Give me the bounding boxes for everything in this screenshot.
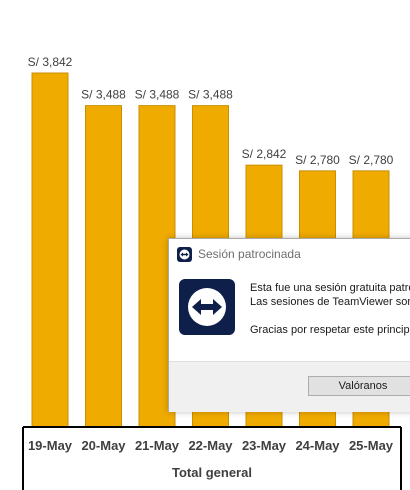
dialog-footer: Valóranos (169, 361, 410, 412)
category-label: 20-May (81, 438, 126, 453)
dialog-line-1: Esta fue una sesión gratuita patrocinada (250, 282, 410, 294)
category-label: 23-May (242, 438, 287, 453)
category-label: 24-May (295, 438, 340, 453)
value-label: S/ 2,780 (349, 153, 394, 167)
value-label: S/ 3,842 (28, 55, 73, 69)
dialog-titlebar: Sesión patrocinada (169, 239, 410, 269)
value-label: S/ 3,488 (188, 88, 233, 102)
category-label: 19-May (28, 438, 73, 453)
group-axis-label: Total general (172, 465, 252, 480)
bar-20-May (85, 105, 122, 428)
category-label: 21-May (135, 438, 180, 453)
sponsored-session-dialog: Sesión patrocinada Esta fue una sesión g… (168, 238, 410, 412)
category-axis (22, 426, 402, 490)
rate-us-button[interactable]: Valóranos (308, 376, 410, 396)
category-label: 22-May (188, 438, 233, 453)
chart-category-labels: 19-May 20-May 21-May 22-May 23-May 24-May 25-M… (28, 438, 394, 453)
dialog-body: Esta fue una sesión gratuita patrocinada… (169, 269, 410, 361)
dialog-message: Esta fue una sesión gratuita patrocinada… (250, 281, 410, 337)
bar-19-May (31, 72, 69, 428)
value-label: S/ 3,488 (81, 88, 126, 102)
chart-value-labels: S/ 3,842 S/ 3,488 S/ 3,488 S/ 3,488 S/ 2,842… (28, 55, 394, 167)
value-label: S/ 2,842 (242, 147, 287, 161)
dialog-title: Sesión patrocinada (198, 247, 301, 261)
dialog-line-2: Las sesiones de TeamViewer son gratuitas (250, 296, 410, 308)
category-label: 25-May (349, 438, 394, 453)
teamviewer-logo-icon (179, 279, 235, 335)
value-label: S/ 3,488 (135, 88, 180, 102)
dialog-line-3: Gracias por respetar este principio. (250, 324, 410, 336)
teamviewer-small-icon (177, 246, 192, 262)
value-label: S/ 2,780 (295, 153, 340, 167)
